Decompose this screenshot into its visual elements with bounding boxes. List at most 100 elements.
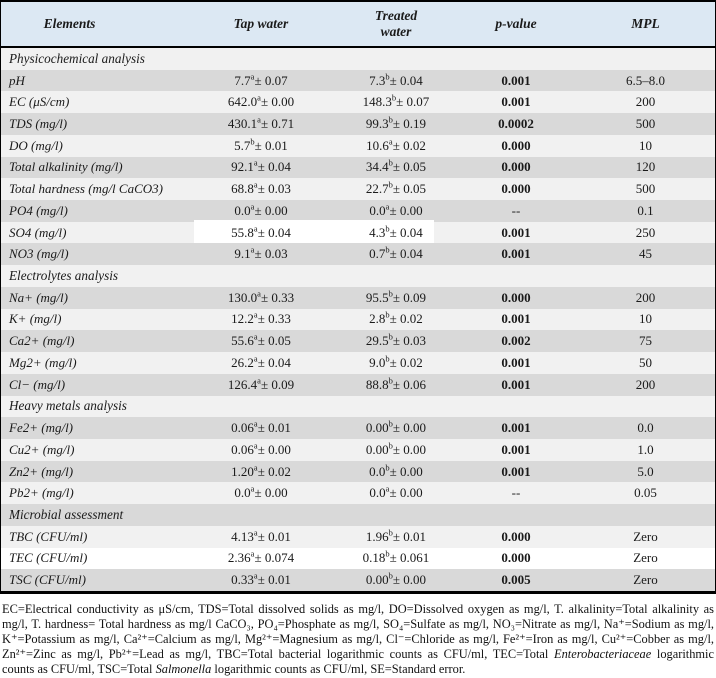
- significance-superscript: b: [388, 331, 393, 342]
- treated-water-value-cell: 0.00b± 0.00: [365, 440, 427, 457]
- tap-water-value-cell: 92.1a± 0.04: [231, 158, 291, 175]
- significance-superscript: a: [253, 179, 258, 190]
- mpl-cell: Zero: [633, 572, 658, 588]
- tap-water-value-cell: 0.33a± 0.01: [231, 570, 291, 588]
- footnote-text: logarithmic counts as CFU/ml, TSC=Total: [2, 646, 714, 676]
- table-row: TSC (CFU/ml) 0.33a± 0.01 0.00b± 0.00 0.005 Z…: [1, 569, 715, 591]
- section-row: Microbial assessment: [1, 504, 715, 526]
- significance-superscript: a: [257, 288, 261, 299]
- significance-superscript: a: [250, 549, 255, 560]
- table-row: DO (mg/l) 5.7b± 0.01 10.6a± 0.02 0.000 10: [1, 134, 715, 157]
- element-cell: TBC (CFU/ml): [9, 528, 88, 544]
- significance-superscript: a: [253, 527, 258, 538]
- significance-superscript: b: [388, 527, 393, 538]
- significance-superscript: a: [385, 483, 390, 494]
- tap-water-value-cell: 55.8a± 0.04: [231, 223, 291, 240]
- table-header-row: Elements Tap water Treated water p-value MPL: [1, 2, 715, 48]
- significance-superscript: b: [388, 288, 393, 299]
- taxon-name: Salmonella: [155, 661, 212, 676]
- table-row: Pb2+ (mg/l) 0.0a± 0.00 0.0a± 0.00 -- 0.05: [1, 482, 715, 505]
- tap-water-value-cell: 0.06a± 0.00: [231, 440, 291, 457]
- tap-water-value-cell: 0.0a± 0.00: [234, 483, 288, 501]
- treated-water-value-cell: 0.0a± 0.00: [369, 483, 423, 501]
- treated-water-value-cell: 10.6a± 0.02: [366, 136, 426, 153]
- treated-water-value-cell: 0.7b± 0.04: [369, 245, 423, 262]
- significance-superscript: b: [388, 418, 393, 429]
- element-cell: PO4 (mg/l): [9, 202, 68, 218]
- mpl-cell: Zero: [633, 550, 658, 566]
- tap-water-value-cell: 1.20a± 0.02: [231, 462, 291, 479]
- treated-water-value-cell: 0.00b± 0.00: [365, 418, 427, 436]
- element-cell: DO (mg/l): [9, 137, 63, 153]
- section-row: Heavy metals analysis: [1, 395, 715, 418]
- element-cell: Cu2+ (mg/l): [9, 441, 75, 457]
- mpl-cell: 500: [635, 116, 656, 132]
- significance-superscript: a: [253, 331, 258, 342]
- p-value-cell: 0.001: [501, 420, 531, 436]
- tap-water-value-cell: 126.4a± 0.09: [227, 375, 295, 392]
- table-row: Na+ (mg/l) 130.0a± 0.33 95.5b± 0.09 0.000 20…: [1, 286, 715, 309]
- mpl-cell: 0.1: [637, 202, 654, 218]
- mpl-cell: 6.5–8.0: [626, 72, 665, 88]
- tap-water-value-cell: 9.1a± 0.03: [234, 245, 288, 262]
- mpl-cell: 200: [635, 94, 656, 110]
- p-value-cell: 0.001: [501, 441, 531, 457]
- significance-superscript: a: [250, 245, 255, 255]
- element-cell: Total alkalinity (mg/l): [9, 159, 123, 175]
- significance-superscript: a: [253, 223, 258, 234]
- significance-superscript: b: [250, 136, 255, 147]
- tap-water-value-cell: 68.8a± 0.03: [231, 179, 291, 197]
- tap-water-value-cell: 55.6a± 0.05: [231, 331, 291, 349]
- mpl-cell: 75: [639, 333, 652, 349]
- significance-superscript: b: [385, 310, 390, 321]
- treated-water-value-cell: 7.3b± 0.04: [369, 71, 423, 88]
- significance-superscript: b: [385, 353, 390, 364]
- mpl-cell: Zero: [633, 528, 658, 544]
- mpl-cell: 250: [635, 224, 656, 240]
- element-cell: Na+ (mg/l): [9, 289, 68, 305]
- water-quality-table: Elements Tap water Treated water p-value MPL …: [0, 0, 716, 594]
- significance-superscript: a: [253, 570, 258, 581]
- significance-superscript: a: [253, 418, 258, 429]
- treated-water-value-cell: 2.8b± 0.02: [369, 310, 423, 327]
- row-highlight-overlay: [194, 219, 434, 245]
- column-header-tap-water: Tap water: [233, 16, 289, 31]
- p-value-cell: 0.001: [501, 224, 531, 240]
- element-cell: Zn2+ (mg/l): [9, 463, 74, 479]
- significance-superscript: a: [257, 92, 261, 103]
- table-row: K+ (mg/l) 12.2a± 0.33 2.8b± 0.02 0.001 10: [1, 308, 715, 331]
- significance-superscript: a: [253, 353, 258, 364]
- table-row: Mg2+ (mg/l) 26.2a± 0.04 9.0b± 0.02 0.001 50: [1, 352, 715, 374]
- table-row: NO3 (mg/l) 9.1a± 0.03 0.7b± 0.04 0.001 45: [1, 243, 715, 266]
- p-value-cell: 0.001: [501, 311, 531, 327]
- significance-superscript: b: [385, 549, 390, 560]
- treated-water-value-cell: 95.5b± 0.09: [365, 288, 427, 305]
- p-value-cell: 0.000: [501, 550, 531, 566]
- table-row: PO4 (mg/l) 0.0a± 0.00 0.0a± 0.00 -- 0.1: [1, 200, 715, 222]
- tap-water-value-cell: 26.2a± 0.04: [231, 353, 291, 370]
- table-row: pH 7.7a± 0.07 7.3b± 0.04 0.001 6.5–8.0: [1, 69, 715, 92]
- table-body: Physicochemical analysis pH 7.7a± 0.07 7.3b…: [1, 48, 715, 594]
- treated-water-value-cell: 1.96b± 0.01: [365, 527, 427, 544]
- p-value-cell: 0.005: [501, 572, 531, 588]
- significance-superscript: b: [385, 71, 390, 82]
- table-row: Cu2+ (mg/l) 0.06a± 0.00 0.00b± 0.00 0.001 1.…: [1, 438, 715, 461]
- treated-water-value-cell: 99.3b± 0.19: [365, 114, 427, 132]
- significance-superscript: b: [388, 440, 393, 451]
- section-label: Microbial assessment: [9, 506, 124, 522]
- p-value-cell: 0.001: [501, 94, 531, 110]
- mpl-cell: 45: [639, 246, 652, 262]
- significance-superscript: a: [250, 71, 255, 82]
- mpl-cell: 200: [635, 289, 656, 305]
- significance-superscript: a: [257, 375, 261, 386]
- significance-superscript: b: [388, 375, 393, 386]
- table-row: Total hardness (mg/l CaCO3) 68.8a± 0.03 22…: [1, 178, 715, 201]
- mpl-cell: 5.0: [637, 463, 654, 479]
- element-cell: TSC (CFU/ml): [9, 572, 86, 588]
- significance-superscript: b: [391, 92, 397, 103]
- treated-water-value-cell: 88.8b± 0.06: [365, 375, 427, 392]
- footnote-text: EC=Electrical conductivity as μS/cm, TDS…: [2, 601, 714, 661]
- treated-water-value-cell: 148.3b± 0.07: [362, 92, 430, 110]
- element-cell: K+ (mg/l): [9, 311, 62, 327]
